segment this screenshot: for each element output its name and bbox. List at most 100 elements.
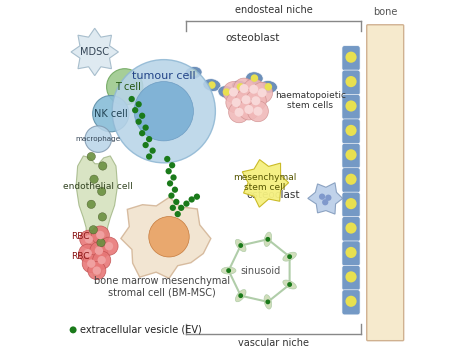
FancyBboxPatch shape bbox=[342, 119, 360, 144]
Circle shape bbox=[238, 99, 259, 120]
Circle shape bbox=[251, 96, 260, 105]
Circle shape bbox=[223, 82, 244, 102]
Circle shape bbox=[98, 213, 107, 221]
Ellipse shape bbox=[283, 252, 296, 261]
Circle shape bbox=[173, 199, 180, 205]
FancyBboxPatch shape bbox=[342, 290, 360, 315]
Circle shape bbox=[92, 266, 101, 275]
Circle shape bbox=[243, 79, 264, 100]
Circle shape bbox=[235, 108, 244, 117]
Ellipse shape bbox=[264, 232, 272, 246]
Text: osteoblast: osteoblast bbox=[226, 33, 280, 43]
Circle shape bbox=[322, 199, 328, 205]
Ellipse shape bbox=[283, 280, 296, 289]
Circle shape bbox=[346, 198, 356, 209]
Text: sinusoid: sinusoid bbox=[241, 266, 281, 276]
Text: tumour cell: tumour cell bbox=[132, 71, 196, 81]
Text: haematopoietic
stem cells: haematopoietic stem cells bbox=[274, 91, 346, 111]
Circle shape bbox=[164, 156, 170, 162]
Ellipse shape bbox=[185, 67, 202, 79]
Circle shape bbox=[136, 101, 142, 107]
Circle shape bbox=[226, 92, 247, 113]
Circle shape bbox=[136, 119, 142, 125]
Circle shape bbox=[264, 83, 272, 90]
Circle shape bbox=[146, 136, 152, 142]
Circle shape bbox=[246, 90, 266, 111]
FancyBboxPatch shape bbox=[342, 192, 360, 217]
Ellipse shape bbox=[221, 267, 236, 274]
Circle shape bbox=[254, 107, 263, 116]
Text: macrophage: macrophage bbox=[75, 136, 121, 142]
Ellipse shape bbox=[259, 81, 277, 93]
Ellipse shape bbox=[264, 295, 272, 309]
Ellipse shape bbox=[236, 239, 246, 252]
Circle shape bbox=[85, 235, 93, 243]
Circle shape bbox=[346, 125, 356, 136]
Text: RBC: RBC bbox=[72, 252, 90, 261]
Circle shape bbox=[226, 268, 231, 273]
FancyBboxPatch shape bbox=[367, 25, 404, 341]
Circle shape bbox=[100, 237, 118, 255]
Circle shape bbox=[249, 85, 258, 94]
Circle shape bbox=[89, 226, 98, 234]
Circle shape bbox=[346, 271, 356, 282]
Circle shape bbox=[134, 82, 193, 141]
Circle shape bbox=[346, 149, 356, 161]
Circle shape bbox=[238, 293, 243, 298]
Circle shape bbox=[257, 88, 267, 97]
Circle shape bbox=[139, 113, 146, 119]
Circle shape bbox=[194, 194, 200, 200]
Circle shape bbox=[83, 249, 92, 257]
Ellipse shape bbox=[203, 79, 221, 92]
Circle shape bbox=[139, 130, 146, 136]
Circle shape bbox=[87, 259, 95, 268]
Circle shape bbox=[189, 196, 195, 203]
Circle shape bbox=[223, 88, 230, 96]
Circle shape bbox=[87, 152, 95, 161]
Circle shape bbox=[236, 89, 256, 110]
Circle shape bbox=[238, 243, 243, 248]
Circle shape bbox=[232, 98, 241, 107]
Circle shape bbox=[239, 84, 248, 93]
FancyBboxPatch shape bbox=[342, 94, 360, 120]
FancyBboxPatch shape bbox=[342, 241, 360, 266]
Circle shape bbox=[168, 193, 174, 199]
Circle shape bbox=[143, 125, 149, 131]
Circle shape bbox=[287, 282, 292, 287]
Circle shape bbox=[87, 200, 95, 208]
Circle shape bbox=[132, 107, 138, 113]
Circle shape bbox=[178, 205, 184, 211]
Circle shape bbox=[229, 88, 238, 96]
FancyBboxPatch shape bbox=[342, 143, 360, 168]
Circle shape bbox=[88, 262, 106, 279]
Ellipse shape bbox=[236, 290, 246, 302]
Circle shape bbox=[265, 237, 270, 242]
Circle shape bbox=[149, 147, 156, 154]
Polygon shape bbox=[121, 197, 211, 278]
Text: bone: bone bbox=[373, 7, 397, 17]
Text: endothelial cell: endothelial cell bbox=[64, 182, 133, 191]
Ellipse shape bbox=[218, 86, 235, 99]
Circle shape bbox=[143, 142, 149, 148]
Circle shape bbox=[128, 96, 135, 102]
Circle shape bbox=[82, 254, 100, 273]
Circle shape bbox=[208, 81, 216, 89]
Circle shape bbox=[242, 95, 251, 104]
Text: MDSC: MDSC bbox=[80, 47, 109, 57]
Circle shape bbox=[92, 95, 129, 132]
Circle shape bbox=[346, 247, 356, 258]
Circle shape bbox=[183, 201, 190, 207]
Circle shape bbox=[174, 211, 181, 217]
FancyBboxPatch shape bbox=[342, 216, 360, 242]
Circle shape bbox=[346, 296, 356, 307]
Circle shape bbox=[79, 244, 97, 262]
Circle shape bbox=[287, 254, 292, 259]
Circle shape bbox=[98, 187, 106, 196]
Circle shape bbox=[112, 59, 215, 163]
Circle shape bbox=[165, 168, 172, 174]
Circle shape bbox=[80, 230, 98, 248]
Circle shape bbox=[346, 222, 356, 234]
Circle shape bbox=[237, 83, 244, 90]
Ellipse shape bbox=[246, 72, 263, 84]
Text: RBC: RBC bbox=[72, 232, 90, 241]
